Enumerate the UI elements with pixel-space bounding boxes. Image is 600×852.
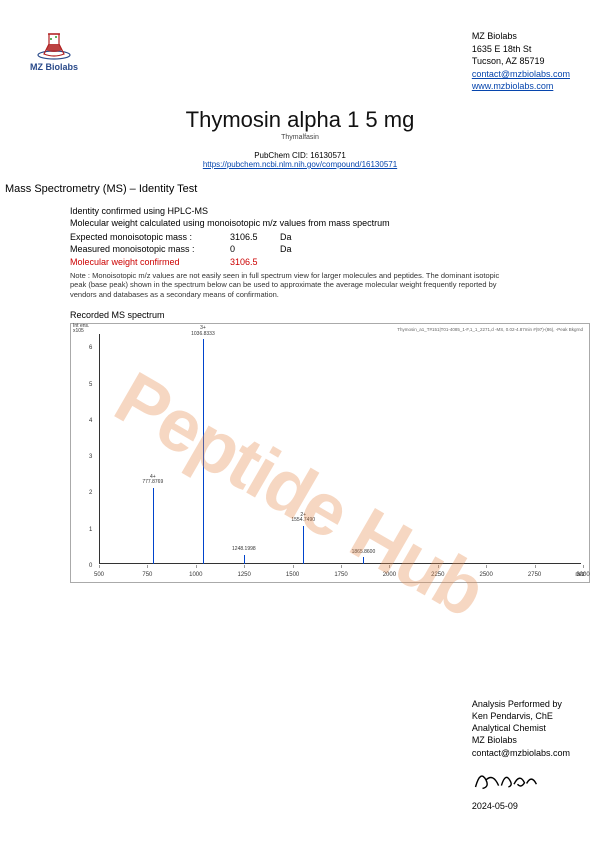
x-tick: 3000	[576, 572, 589, 578]
signature	[472, 765, 570, 798]
mass-value: 3106.5	[230, 256, 280, 268]
y-tick: 6	[89, 345, 92, 351]
y-tick: 4	[89, 418, 92, 424]
footer-line-1: Analysis Performed by	[472, 698, 570, 710]
y-axis-label: Int ens.x105	[73, 324, 89, 334]
x-tick: 500	[94, 572, 104, 578]
mass-unit: Da	[280, 243, 310, 255]
x-axis-line	[99, 563, 581, 564]
y-tick: 3	[89, 454, 92, 460]
x-tick: 2250	[431, 572, 444, 578]
logo-block: MZ Biolabs	[30, 30, 78, 72]
mass-table: Expected monoisotopic mass : 3106.5 Da M…	[70, 231, 570, 267]
spectrum-heading: Recorded MS spectrum	[70, 310, 570, 320]
spectrum-peak	[303, 526, 304, 564]
analysis-date: 2024-05-09	[472, 800, 570, 812]
company-address-2: Tucson, AZ 85719	[472, 55, 570, 68]
company-info: MZ Biolabs 1635 E 18th St Tucson, AZ 857…	[472, 30, 570, 93]
pubchem-block: PubChem CID: 16130571 https://pubchem.nc…	[30, 151, 570, 169]
company-address-1: 1635 E 18th St	[472, 43, 570, 56]
company-email-link[interactable]: contact@mzbiolabs.com	[472, 69, 570, 79]
title-block: Thymosin alpha 1 5 mg Thymalfasin	[30, 107, 570, 141]
peak-label: 2+1554.7490	[291, 513, 315, 524]
pubchem-link[interactable]: https://pubchem.ncbi.nlm.nih.gov/compoun…	[203, 160, 397, 169]
x-tick: 2750	[528, 572, 541, 578]
spectrum-peak	[153, 488, 154, 564]
footer-line-3: Analytical Chemist	[472, 722, 570, 734]
footer-line-2: Ken Pendarvis, ChE	[472, 710, 570, 722]
identity-line-1: Identity confirmed using HPLC-MS	[70, 205, 570, 217]
section-heading: Mass Spectrometry (MS) – Identity Test	[5, 183, 570, 195]
page-subtitle: Thymalfasin	[30, 134, 570, 141]
mass-label: Measured monoisotopic mass :	[70, 243, 230, 255]
chart-plot-area: 4+777.87693+1036.83331248.19982+1554.749…	[99, 334, 581, 564]
page: MZ Biolabs MZ Biolabs 1635 E 18th St Tuc…	[0, 0, 600, 852]
peak-label: 3+1036.8333	[191, 326, 215, 337]
logo-icon	[34, 30, 74, 60]
x-tick: 1000	[189, 572, 202, 578]
mass-value: 3106.5	[230, 231, 280, 243]
analysis-footer: Analysis Performed by Ken Pendarvis, ChE…	[472, 698, 570, 812]
peak-label: 1865.8600	[352, 550, 376, 556]
y-tick: 1	[89, 527, 92, 533]
header: MZ Biolabs MZ Biolabs 1635 E 18th St Tuc…	[30, 30, 570, 93]
y-tick: 0	[89, 563, 92, 569]
logo-text: MZ Biolabs	[30, 62, 78, 72]
mass-row-confirmed: Molecular weight confirmed 3106.5	[70, 256, 570, 268]
x-tick: 2000	[383, 572, 396, 578]
mass-row-expected: Expected monoisotopic mass : 3106.5 Da	[70, 231, 570, 243]
mass-unit	[280, 256, 310, 268]
x-tick: 750	[142, 572, 152, 578]
chart-meta-title: Thymosin_a1_T#151|T01-4085_1-F,1_1_2271,…	[397, 327, 583, 332]
y-axis-line	[99, 334, 100, 564]
x-tick: 1500	[286, 572, 299, 578]
mass-unit: Da	[280, 231, 310, 243]
x-tick: 1250	[238, 572, 251, 578]
peak-label: 1248.1998	[232, 547, 256, 553]
spectrum-peak	[203, 339, 204, 564]
mass-label: Expected monoisotopic mass :	[70, 231, 230, 243]
identity-line-2: Molecular weight calculated using monois…	[70, 217, 570, 229]
footer-line-5: contact@mzbiolabs.com	[472, 747, 570, 759]
identity-note: Note : Monoisotopic m/z values are not e…	[70, 271, 500, 300]
y-tick: 5	[89, 382, 92, 388]
x-tick: 1750	[334, 572, 347, 578]
identity-block: Identity confirmed using HPLC-MS Molecul…	[70, 205, 570, 300]
spectrum-peak	[363, 557, 364, 564]
pubchem-cid: PubChem CID: 16130571	[30, 151, 570, 160]
company-name: MZ Biolabs	[472, 30, 570, 43]
x-tick: 2500	[480, 572, 493, 578]
mass-row-measured: Measured monoisotopic mass : 0 Da	[70, 243, 570, 255]
company-website-link[interactable]: www.mzbiolabs.com	[472, 81, 554, 91]
signature-icon	[472, 765, 542, 795]
ms-chart: Thymosin_a1_T#151|T01-4085_1-F,1_1_2271,…	[70, 323, 590, 583]
y-tick: 2	[89, 490, 92, 496]
spectrum-peak	[244, 555, 245, 564]
footer-line-4: MZ Biolabs	[472, 734, 570, 746]
mass-value: 0	[230, 243, 280, 255]
page-title: Thymosin alpha 1 5 mg	[30, 107, 570, 133]
mass-label: Molecular weight confirmed	[70, 256, 230, 268]
peak-label: 4+777.8769	[142, 475, 163, 486]
